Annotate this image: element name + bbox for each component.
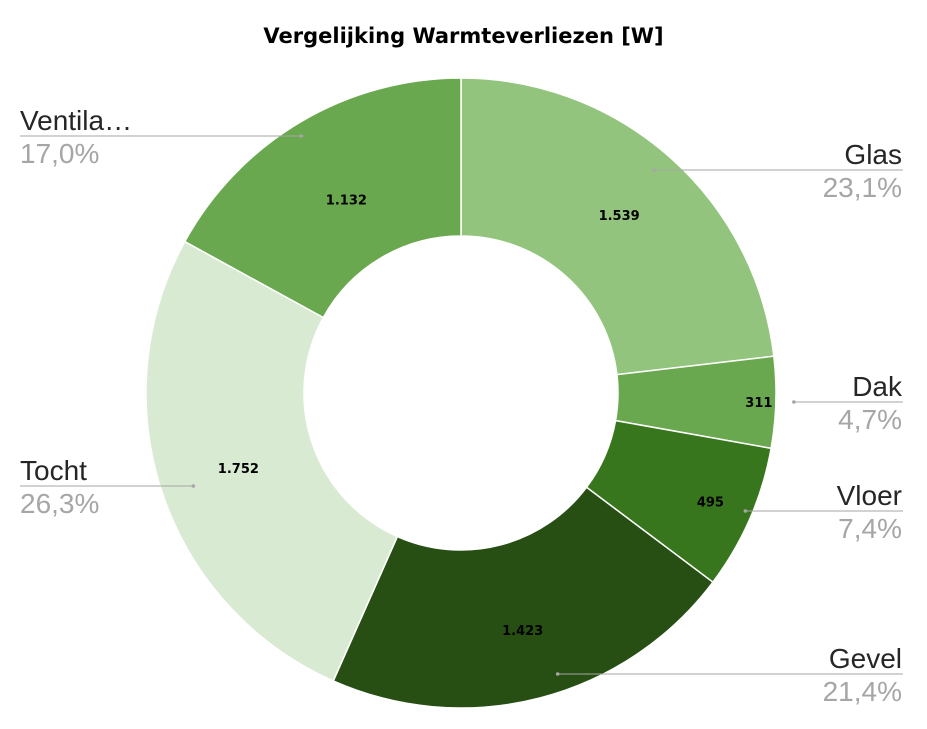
data-label-3: 1.423: [502, 624, 543, 639]
leader-lines: [20, 134, 903, 676]
percent-label-2: 7,4%: [838, 513, 902, 544]
data-label-1: 311: [745, 396, 772, 411]
percent-label-5: 17,0%: [20, 138, 99, 169]
category-label-2: Vloer: [837, 480, 902, 511]
percent-label-4: 26,3%: [20, 488, 99, 519]
category-label-5: Ventila…: [20, 105, 132, 136]
percent-label-0: 23,1%: [823, 172, 902, 203]
category-label-0: Glas: [844, 139, 902, 170]
slice-4: [145, 240, 399, 682]
slice-3: [332, 486, 714, 709]
category-label-1: Dak: [852, 371, 903, 402]
data-label-0: 1.539: [599, 209, 640, 224]
data-label-4: 1.752: [218, 462, 259, 477]
data-label-5: 1.132: [326, 193, 367, 208]
slice-0: [460, 77, 775, 376]
percent-label-3: 21,4%: [823, 676, 902, 707]
data-label-2: 495: [697, 496, 724, 511]
slices: [145, 77, 777, 709]
chart-title: Vergelijking Warmteverliezen [W]: [263, 24, 664, 48]
leader-dot-5: [299, 134, 304, 138]
category-label-3: Gevel: [829, 643, 902, 674]
percent-label-1: 4,7%: [838, 404, 902, 435]
category-label-4: Tocht: [20, 455, 87, 486]
slice-5: [183, 77, 462, 319]
